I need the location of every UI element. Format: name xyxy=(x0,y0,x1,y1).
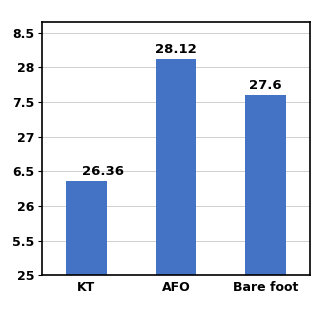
Bar xyxy=(156,59,196,320)
Bar xyxy=(245,95,286,320)
Bar xyxy=(66,181,107,320)
Text: 26.36: 26.36 xyxy=(82,165,124,178)
Text: 28.12: 28.12 xyxy=(155,43,197,56)
Text: 27.6: 27.6 xyxy=(249,79,282,92)
